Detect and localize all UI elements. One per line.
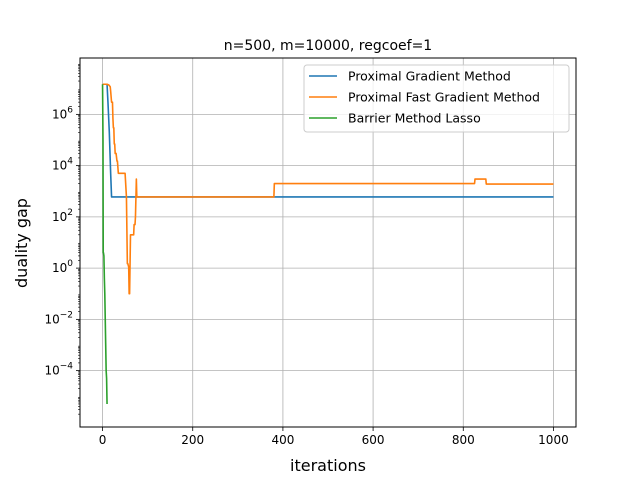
series-lines — [101, 83, 554, 404]
x-tick-label: 0 — [99, 433, 107, 447]
x-axis-label: iterations — [290, 456, 366, 475]
y-tick-label: 100 — [52, 259, 73, 275]
chart-title: n=500, m=10000, regcoef=1 — [224, 38, 432, 54]
y-tick-base: 10 — [44, 364, 59, 378]
y-tick-label: 106 — [52, 105, 73, 121]
y-tick-exponent: 4 — [67, 157, 73, 167]
x-tick-label: 400 — [271, 433, 294, 447]
y-tick-label: 10−4 — [44, 362, 73, 378]
y-tick-exponent: −2 — [60, 310, 73, 320]
y-tick-exponent: 0 — [67, 259, 73, 269]
x-tick-label: 200 — [181, 433, 204, 447]
legend-label: Proximal Fast Gradient Method — [348, 90, 540, 105]
x-tick-label: 600 — [362, 433, 385, 447]
x-tick-label: 800 — [452, 433, 475, 447]
series-line-2 — [102, 83, 554, 295]
y-tick-exponent: −4 — [60, 362, 74, 372]
y-tick-label: 102 — [52, 208, 73, 224]
y-tick-base: 10 — [44, 312, 59, 326]
plot-frame — [79, 57, 577, 428]
y-tick-base: 10 — [52, 107, 67, 121]
y-axis-label: duality gap — [12, 198, 31, 288]
legend-label: Proximal Gradient Method — [348, 69, 511, 84]
y-tick-base: 10 — [52, 261, 67, 275]
y-tick-base: 10 — [52, 159, 67, 173]
legend-box — [303, 64, 570, 133]
series-line-3 — [101, 84, 108, 404]
y-tick-label: 10−2 — [44, 310, 73, 326]
legend-label: Barrier Method Lasso — [348, 111, 481, 126]
y-tick-exponent: 6 — [67, 105, 73, 115]
x-tick-label: 1000 — [538, 433, 569, 447]
y-tick-exponent: 2 — [67, 208, 73, 218]
legend: Proximal Gradient Method Proximal Fast Gr… — [303, 64, 570, 133]
y-tick-label: 104 — [52, 157, 73, 173]
y-tick-base: 10 — [52, 210, 67, 224]
